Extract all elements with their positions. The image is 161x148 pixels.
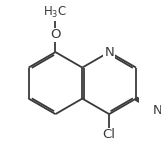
Text: N: N (152, 104, 161, 117)
Text: H$_3$C: H$_3$C (43, 5, 67, 20)
Text: O: O (50, 28, 61, 41)
Text: N: N (104, 46, 114, 59)
Text: Cl: Cl (103, 128, 116, 141)
